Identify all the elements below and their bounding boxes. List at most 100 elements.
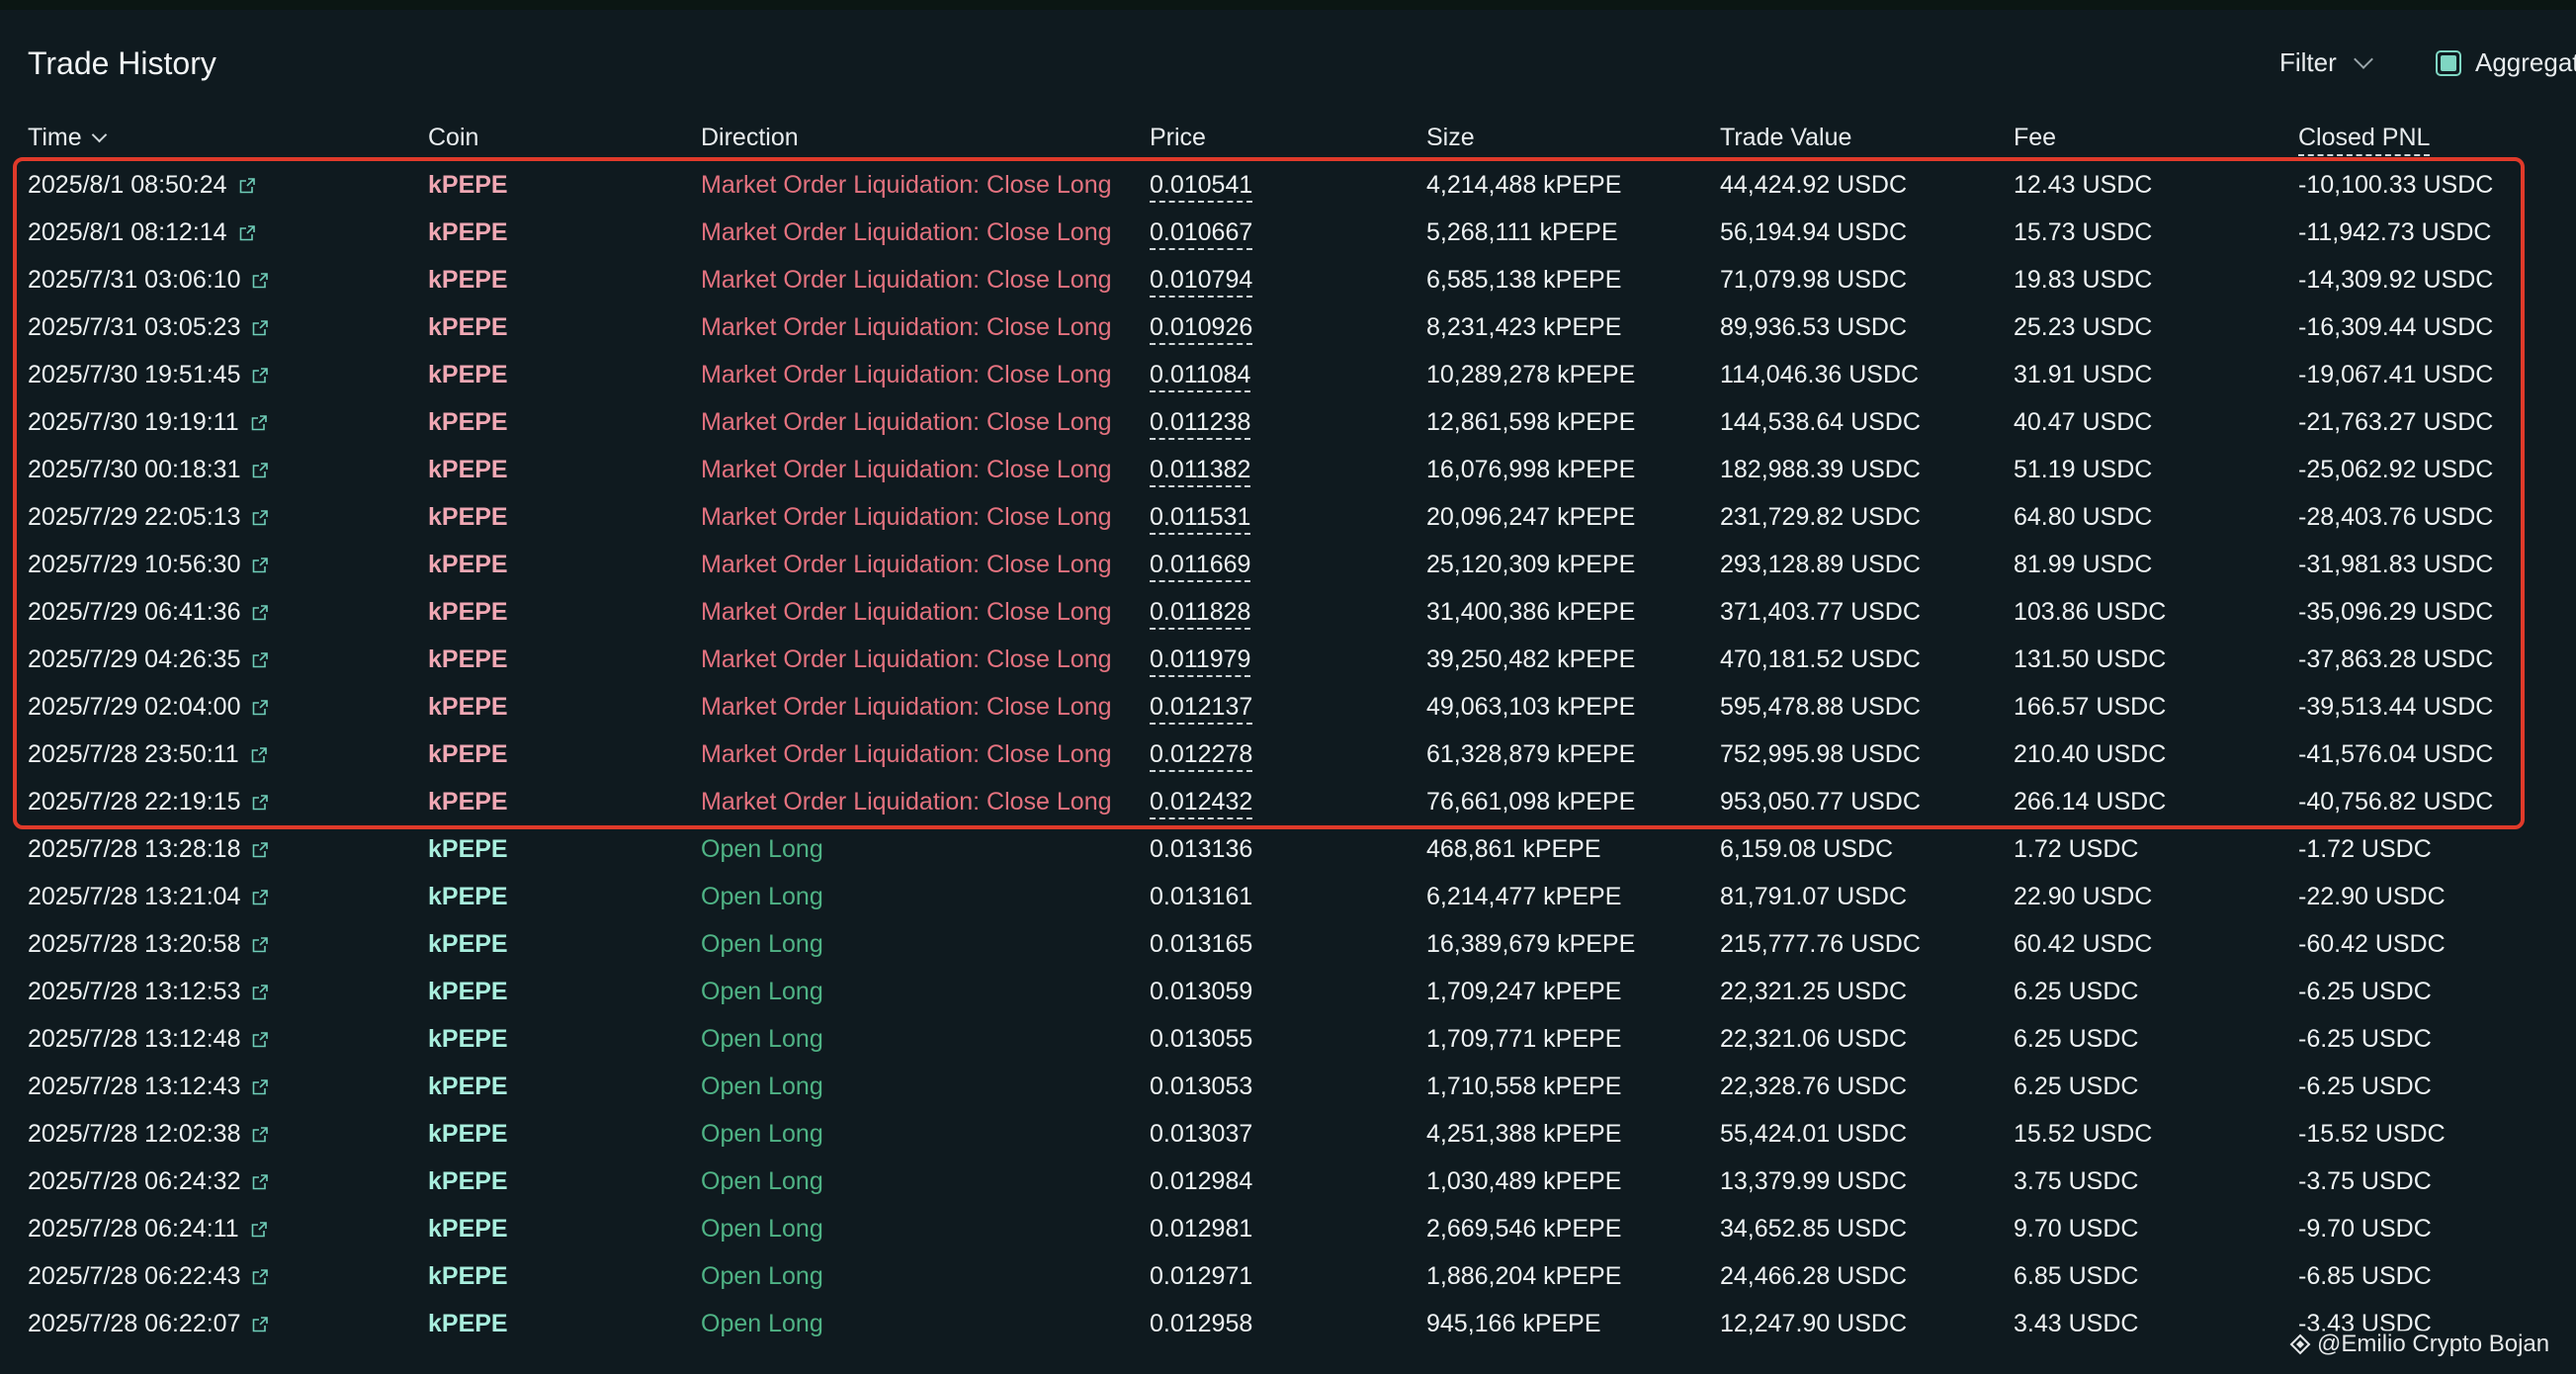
external-link-icon[interactable] xyxy=(239,219,255,241)
external-link-icon[interactable] xyxy=(252,362,269,384)
cell-coin[interactable]: kPEPE xyxy=(428,503,508,531)
table-row: 2025/7/29 02:04:00 kPEPE Market Order Liqu… xyxy=(0,685,2576,732)
cell-price[interactable]: 0.011084 xyxy=(1150,361,1251,392)
external-link-icon[interactable] xyxy=(252,314,269,336)
cell-price[interactable]: 0.010667 xyxy=(1150,218,1253,250)
time-text: 2025/7/29 10:56:30 xyxy=(28,551,241,578)
table-header: Time Coin Direction Price Size Trade Val… xyxy=(0,124,2576,157)
external-link-icon[interactable] xyxy=(252,694,269,716)
cell-coin[interactable]: kPEPE xyxy=(428,930,508,958)
external-link-icon[interactable] xyxy=(252,599,269,621)
cell-coin[interactable]: kPEPE xyxy=(428,835,508,863)
external-link-icon[interactable] xyxy=(252,979,269,1000)
table-row: 2025/7/28 13:28:18 kPEPE Open Long 0.013136… xyxy=(0,827,2576,875)
external-link-icon[interactable] xyxy=(239,172,255,194)
cell-coin[interactable]: kPEPE xyxy=(428,693,508,721)
filter-dropdown[interactable]: Filter xyxy=(2279,47,2373,78)
aggregate-checkbox[interactable] xyxy=(2436,49,2461,76)
cell-coin[interactable]: kPEPE xyxy=(428,313,508,341)
cell-direction: Open Long xyxy=(701,1215,823,1243)
cell-size: 2,669,546 kPEPE xyxy=(1426,1215,1622,1243)
time-text: 2025/8/1 08:12:14 xyxy=(28,218,227,246)
external-link-icon[interactable] xyxy=(251,741,267,763)
cell-closed-pnl: -40,756.82 USDC xyxy=(2298,788,2494,816)
external-link-icon[interactable] xyxy=(252,884,269,905)
column-header-closed-pnl[interactable]: Closed PNL xyxy=(2298,124,2431,156)
external-link-icon[interactable] xyxy=(252,789,269,811)
cell-price[interactable]: 0.011531 xyxy=(1150,503,1251,535)
column-header-trade-value: Trade Value xyxy=(1720,124,1852,151)
cell-coin[interactable]: kPEPE xyxy=(428,1310,508,1337)
external-link-icon[interactable] xyxy=(252,267,269,289)
cell-price[interactable]: 0.012432 xyxy=(1150,788,1253,819)
external-link-icon[interactable] xyxy=(252,836,269,858)
table-row: 2025/7/28 06:22:43 kPEPE Open Long 0.012971… xyxy=(0,1254,2576,1302)
cell-price[interactable]: 0.011382 xyxy=(1150,456,1251,487)
cell-direction: Market Order Liquidation: Close Long xyxy=(701,551,1112,578)
cell-coin[interactable]: kPEPE xyxy=(428,1073,508,1100)
cell-price[interactable]: 0.011669 xyxy=(1150,551,1251,582)
cell-coin[interactable]: kPEPE xyxy=(428,788,508,816)
cell-fee: 6.85 USDC xyxy=(2014,1262,2139,1290)
cell-price[interactable]: 0.012137 xyxy=(1150,693,1253,725)
cell-coin[interactable]: kPEPE xyxy=(428,456,508,483)
external-link-icon[interactable] xyxy=(251,1216,267,1238)
cell-coin[interactable]: kPEPE xyxy=(428,740,508,768)
time-text: 2025/7/29 02:04:00 xyxy=(28,693,241,721)
cell-coin[interactable]: kPEPE xyxy=(428,598,508,626)
cell-coin[interactable]: kPEPE xyxy=(428,408,508,436)
external-link-icon[interactable] xyxy=(251,409,267,431)
cell-coin[interactable]: kPEPE xyxy=(428,883,508,910)
cell-coin[interactable]: kPEPE xyxy=(428,978,508,1005)
cell-price[interactable]: 0.010541 xyxy=(1150,171,1253,203)
cell-time: 2025/8/1 08:12:14 xyxy=(28,218,255,247)
cell-trade-value: 56,194.94 USDC xyxy=(1720,218,1908,246)
cell-size: 10,289,278 kPEPE xyxy=(1426,361,1636,388)
cell-price[interactable]: 0.010926 xyxy=(1150,313,1253,345)
cell-direction: Market Order Liquidation: Close Long xyxy=(701,313,1112,341)
cell-coin[interactable]: kPEPE xyxy=(428,645,508,673)
table-row: 2025/7/30 19:51:45 kPEPE Market Order Liqu… xyxy=(0,353,2576,400)
external-link-icon[interactable] xyxy=(252,552,269,573)
cell-coin[interactable]: kPEPE xyxy=(428,171,508,199)
cell-closed-pnl: -10,100.33 USDC xyxy=(2298,171,2494,199)
external-link-icon[interactable] xyxy=(252,504,269,526)
cell-coin[interactable]: kPEPE xyxy=(428,1120,508,1148)
external-link-icon[interactable] xyxy=(252,1263,269,1285)
cell-trade-value: 371,403.77 USDC xyxy=(1720,598,1921,626)
cell-price[interactable]: 0.010794 xyxy=(1150,266,1253,298)
external-link-icon[interactable] xyxy=(252,1168,269,1190)
external-link-icon[interactable] xyxy=(252,1073,269,1095)
external-link-icon[interactable] xyxy=(252,1311,269,1332)
cell-coin[interactable]: kPEPE xyxy=(428,218,508,246)
cell-size: 6,214,477 kPEPE xyxy=(1426,883,1622,910)
column-header-time[interactable]: Time xyxy=(28,124,107,152)
cell-price[interactable]: 0.011238 xyxy=(1150,408,1251,440)
external-link-icon[interactable] xyxy=(252,646,269,668)
cell-coin[interactable]: kPEPE xyxy=(428,266,508,294)
aggregate-toggle[interactable]: Aggregate xyxy=(2436,47,2576,78)
external-link-icon[interactable] xyxy=(252,1121,269,1143)
time-text: 2025/8/1 08:50:24 xyxy=(28,171,227,199)
external-link-icon[interactable] xyxy=(252,457,269,478)
cell-coin[interactable]: kPEPE xyxy=(428,1167,508,1195)
external-link-icon[interactable] xyxy=(252,1026,269,1048)
cell-time: 2025/7/28 13:28:18 xyxy=(28,835,269,864)
cell-price[interactable]: 0.011828 xyxy=(1150,598,1251,630)
cell-time: 2025/7/29 06:41:36 xyxy=(28,598,269,627)
time-text: 2025/7/28 22:19:15 xyxy=(28,788,241,816)
cell-size: 61,328,879 kPEPE xyxy=(1426,740,1636,768)
table-row: 2025/7/28 23:50:11 kPEPE Market Order Liqu… xyxy=(0,732,2576,780)
cell-coin[interactable]: kPEPE xyxy=(428,361,508,388)
time-text: 2025/7/28 13:28:18 xyxy=(28,835,241,863)
time-text: 2025/7/28 06:24:32 xyxy=(28,1167,241,1195)
cell-coin[interactable]: kPEPE xyxy=(428,1025,508,1053)
cell-price[interactable]: 0.012278 xyxy=(1150,740,1253,772)
cell-coin[interactable]: kPEPE xyxy=(428,1215,508,1243)
cell-coin[interactable]: kPEPE xyxy=(428,551,508,578)
external-link-icon[interactable] xyxy=(252,931,269,953)
cell-coin[interactable]: kPEPE xyxy=(428,1262,508,1290)
time-text: 2025/7/28 06:22:07 xyxy=(28,1310,241,1337)
cell-trade-value: 89,936.53 USDC xyxy=(1720,313,1908,341)
cell-price[interactable]: 0.011979 xyxy=(1150,645,1251,677)
